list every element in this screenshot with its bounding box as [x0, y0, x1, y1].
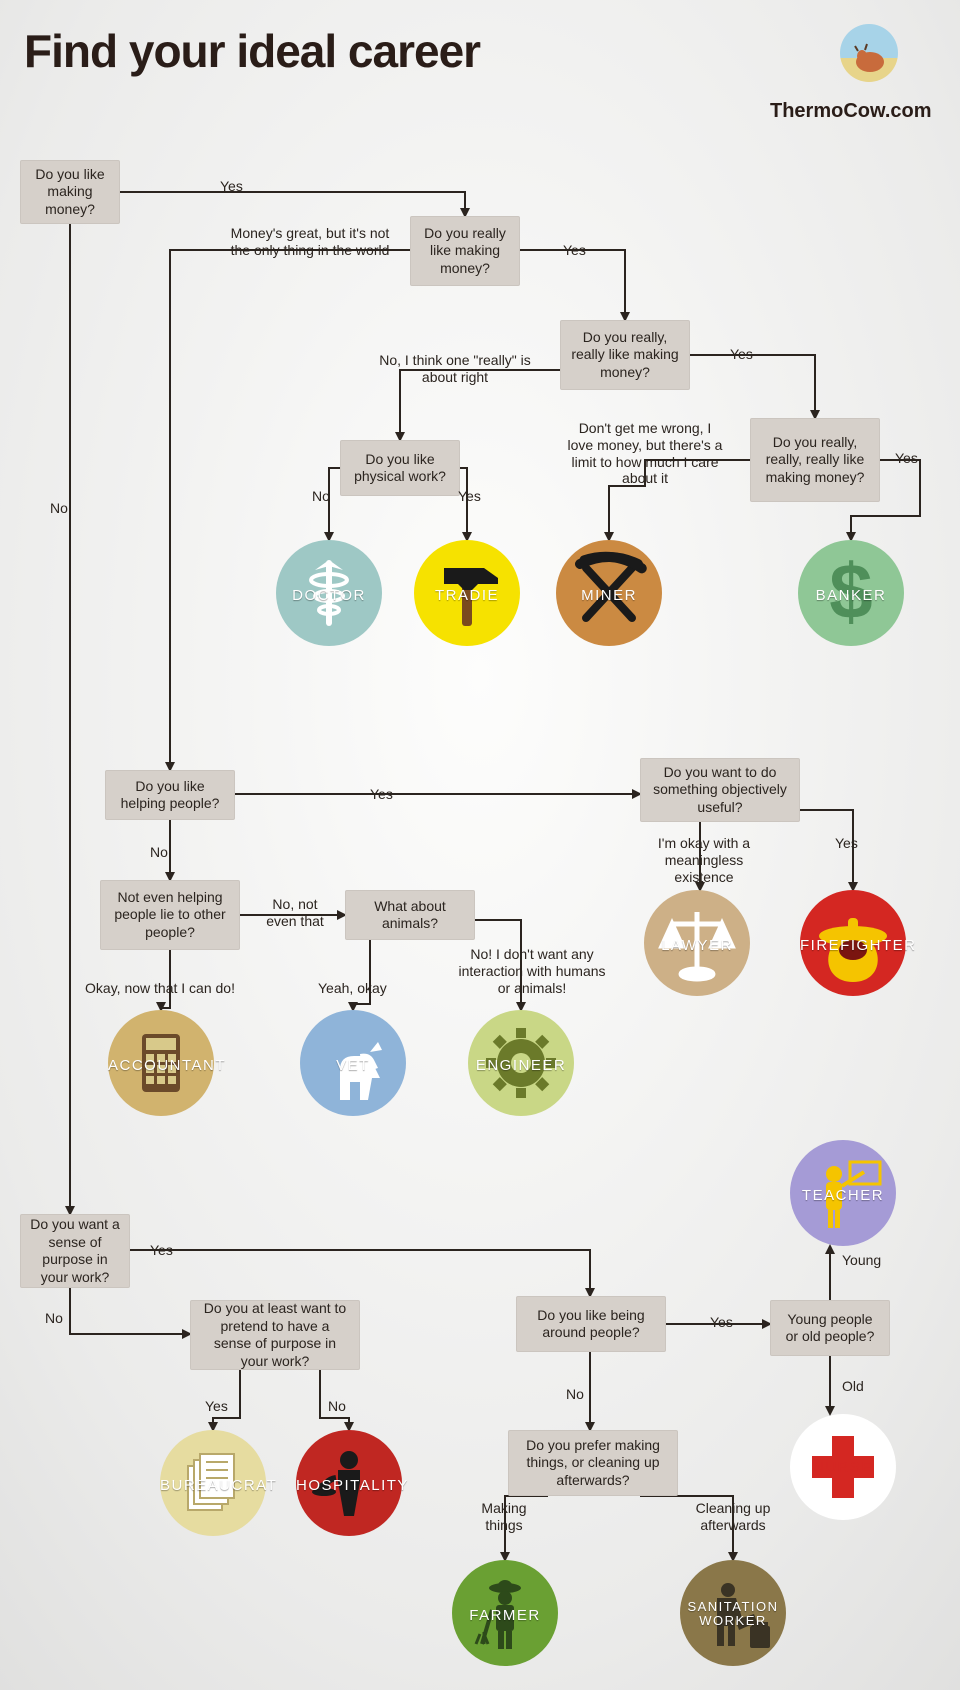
edge-label-okaydo: Okay, now that I can do!: [80, 980, 240, 997]
career-miner: MINER: [556, 540, 662, 646]
edge-label-yes4: Yes: [895, 450, 918, 467]
brand-logo-icon: [840, 24, 898, 82]
edge-label-cleaning: Cleaning up afterwards: [688, 1500, 778, 1534]
question-node-q-age: Young people or old people?: [770, 1300, 890, 1356]
edge-label-nointer: No! I don't want any interaction with hu…: [452, 946, 612, 996]
connector-3: [520, 250, 625, 320]
career-teacher: TEACHER: [790, 1140, 896, 1246]
question-node-q-pretend: Do you at least want to pretend to have …: [190, 1300, 360, 1370]
page-title: Find your ideal career: [24, 24, 480, 78]
connector-18: [130, 1250, 590, 1296]
edge-label-yes2: Yes: [563, 242, 586, 259]
edge-label-noteven: No, not even that: [260, 896, 330, 930]
edge-label-old: Old: [842, 1378, 864, 1395]
question-node-q-animals: What about animals?: [345, 890, 475, 940]
career-bureaucrat: BUREAUCRAT: [160, 1430, 266, 1536]
career-nurse: NURSE: [790, 1414, 896, 1520]
career-label-miner: MINER: [556, 587, 662, 604]
edge-label-no1: No: [50, 500, 68, 517]
edge-label-yes-pret: Yes: [205, 1398, 228, 1415]
career-label-accountant: ACCOUNTANT: [108, 1057, 214, 1074]
edge-label-no-purp: No: [45, 1310, 63, 1327]
question-node-q-purpose: Do you want a sense of purpose in your w…: [20, 1214, 130, 1288]
edge-label-yes-around: Yes: [710, 1314, 733, 1331]
edge-label-meaning: I'm okay with a meaningless existence: [644, 835, 764, 885]
edge-label-yes-useful: Yes: [835, 835, 858, 852]
career-vet: VET: [300, 1010, 406, 1116]
career-label-banker: BANKER: [798, 587, 904, 604]
edge-label-making: Making things: [474, 1500, 534, 1534]
edge-label-dontget: Don't get me wrong, I love money, but th…: [565, 420, 725, 487]
career-label-teacher: TEACHER: [790, 1187, 896, 1204]
edge-label-yes1: Yes: [220, 178, 243, 195]
career-label-farmer: FARMER: [452, 1607, 558, 1624]
edge-label-no-phys: No: [312, 488, 330, 505]
edge-label-no-around: No: [566, 1386, 584, 1403]
career-accountant: ACCOUNTANT: [108, 1010, 214, 1116]
question-node-q-prefer: Do you prefer making things, or cleaning…: [508, 1430, 678, 1496]
question-node-q-really: Do you really like making money?: [410, 216, 520, 286]
career-farmer: FARMER: [452, 1560, 558, 1666]
question-node-q-around: Do you like being around people?: [516, 1296, 666, 1352]
connector-19: [70, 1288, 190, 1334]
career-doctor: DOCTOR: [276, 540, 382, 646]
connector-8: [329, 468, 340, 540]
career-engineer: ENGINEER: [468, 1010, 574, 1116]
question-node-q-really2: Do you really, really like making money?: [560, 320, 690, 390]
question-node-q-lie: Not even helping people lie to other peo…: [100, 880, 240, 950]
career-label-vet: VET: [300, 1057, 406, 1074]
edge-label-yes-phys: Yes: [458, 488, 481, 505]
career-tradie: TRADIE: [414, 540, 520, 646]
connector-4: [690, 355, 815, 418]
career-label-lawyer: LAWYER: [644, 937, 750, 954]
career-hospitality: HOSPITALITY: [296, 1430, 402, 1536]
career-sanitation: SANITATION WORKER: [680, 1560, 786, 1666]
edge-label-no-help: No: [150, 844, 168, 861]
question-node-q-money: Do you like making money?: [20, 160, 120, 224]
connector-2: [170, 250, 410, 770]
career-label-firefighter: FIREFIGHTER: [800, 937, 906, 954]
edge-label-yes-purp: Yes: [150, 1242, 173, 1259]
edge-label-great: Money's great, but it's not the only thi…: [225, 225, 395, 259]
career-lawyer: LAWYER: [644, 890, 750, 996]
edge-label-one-really: No, I think one "really" is about right: [370, 352, 540, 386]
career-label-tradie: TRADIE: [414, 587, 520, 604]
edge-label-yeahok: Yeah, okay: [318, 980, 387, 997]
career-label-hospitality: HOSPITALITY: [296, 1477, 402, 1494]
career-label-nurse: NURSE: [790, 1459, 896, 1476]
career-label-sanitation: SANITATION WORKER: [680, 1600, 786, 1627]
flowchart-canvas: Find your ideal career ThermoCow.com Do …: [0, 0, 960, 1690]
edge-label-no-pret: No: [328, 1398, 346, 1415]
question-node-q-help: Do you like helping people?: [105, 770, 235, 820]
career-label-engineer: ENGINEER: [468, 1057, 574, 1074]
question-node-q-really3: Do you really, really, really like makin…: [750, 418, 880, 502]
question-node-q-useful: Do you want to do something objectively …: [640, 758, 800, 822]
edge-label-yes3: Yes: [730, 346, 753, 363]
career-firefighter: FIREFIGHTER: [800, 890, 906, 996]
edge-label-yes-help: Yes: [370, 786, 393, 803]
edge-label-young: Young: [842, 1252, 881, 1269]
career-banker: $BANKER: [798, 540, 904, 646]
brand-name: ThermoCow.com: [770, 100, 932, 123]
career-label-bureaucrat: BUREAUCRAT: [160, 1477, 266, 1494]
career-label-doctor: DOCTOR: [276, 587, 382, 604]
connector-16: [353, 940, 370, 1010]
connector-0: [120, 192, 465, 216]
question-node-q-physical: Do you like physical work?: [340, 440, 460, 496]
